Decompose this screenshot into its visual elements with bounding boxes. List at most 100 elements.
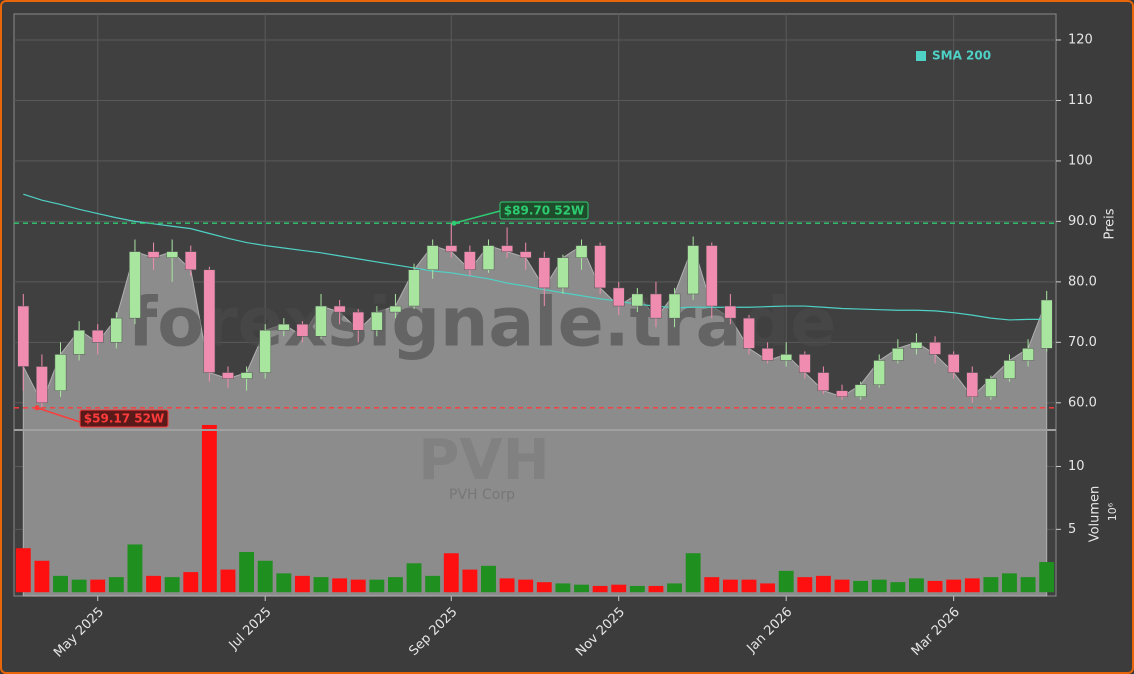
volume-bar	[146, 575, 161, 593]
volume-bar	[834, 579, 850, 593]
x-tick-label: Jul 2025	[226, 605, 275, 654]
volume-bar	[406, 563, 422, 593]
y-tick-label: 90.0	[1068, 214, 1097, 229]
candle-body	[687, 245, 699, 295]
volume-bar	[239, 551, 255, 593]
volume-bar	[722, 579, 738, 593]
x-tick-label: May 2025	[51, 605, 107, 661]
candle-body	[873, 360, 886, 385]
candle-body	[222, 372, 234, 379]
volume-tick-label: 5	[1068, 522, 1076, 537]
volume-bar	[909, 578, 924, 593]
candle-body	[426, 245, 439, 271]
volume-bar	[611, 584, 627, 593]
candle-body	[854, 384, 867, 397]
y-tick-label: 120	[1068, 33, 1093, 48]
volume-bar	[15, 548, 31, 593]
volume-bar	[127, 544, 143, 593]
candle-body	[259, 329, 272, 373]
volume-bar	[388, 577, 403, 593]
volume-bar	[685, 553, 701, 593]
y-tick-label: 60.0	[1068, 395, 1097, 410]
candle-body	[575, 245, 588, 258]
volume-bar	[90, 579, 106, 593]
volume-bar	[778, 570, 794, 593]
marks-layer: $89.70 52W $59.17 52W SMA 200	[14, 49, 1056, 593]
legend-swatch	[916, 51, 926, 61]
candle-body	[743, 317, 755, 349]
candle-body	[73, 329, 85, 355]
volume-bar	[164, 577, 180, 593]
low_52w-label: $59.17 52W	[84, 412, 164, 426]
candle-body	[817, 372, 830, 391]
volume-bar	[313, 577, 329, 593]
volume-bar	[555, 583, 571, 593]
volume-bar	[276, 573, 292, 593]
volume-bar	[257, 560, 273, 593]
volume-bar	[760, 583, 776, 593]
volume-bar	[369, 579, 385, 593]
volume-bar	[983, 577, 999, 593]
volume-bar	[890, 582, 906, 593]
candle-body	[1022, 348, 1034, 361]
volume-bar	[927, 580, 943, 593]
volume-bar	[1002, 573, 1017, 593]
candle-body	[650, 293, 662, 319]
volume-tick-label: 10	[1068, 459, 1085, 474]
volume-bar	[946, 579, 962, 593]
candle-body	[724, 305, 737, 319]
candle-body	[631, 293, 644, 307]
low_52w-arrow	[36, 407, 81, 423]
volume-bar	[220, 569, 236, 593]
volume-bar	[704, 577, 720, 593]
candle-body	[594, 245, 606, 289]
candle-body	[36, 366, 48, 404]
candle-body	[798, 354, 811, 373]
candle-body	[352, 311, 365, 331]
volume-bar	[1039, 562, 1055, 593]
volume-bar	[592, 585, 608, 593]
candle-body	[129, 251, 141, 319]
candle-body	[836, 390, 848, 397]
volume-bar	[443, 553, 459, 593]
candle-body	[947, 354, 960, 373]
candle-body	[371, 311, 383, 331]
volume-bar	[183, 572, 199, 593]
x-tick-label: Nov 2025	[573, 605, 628, 660]
x-tick-label: Sep 2025	[406, 605, 460, 659]
x-tick-label: Mar 2026	[909, 605, 963, 659]
y-tick-label: 110	[1068, 93, 1093, 108]
high_52w-label-box	[499, 201, 589, 220]
candle-body	[1040, 299, 1053, 349]
high_52w-arrow	[453, 210, 501, 224]
low_52w-label-box	[79, 409, 169, 428]
candle-body	[501, 245, 513, 252]
company-watermark: PVH Corp	[449, 487, 515, 503]
candle-body	[519, 251, 532, 258]
volume-bar	[518, 579, 534, 593]
y-tick-label: 70.0	[1068, 335, 1097, 350]
volume-bar	[648, 585, 664, 593]
candle-body	[147, 251, 160, 258]
candle-body	[464, 251, 476, 271]
candle-body	[985, 378, 997, 397]
volume-bar	[53, 575, 68, 593]
candle-body	[929, 342, 941, 355]
candle-body	[389, 305, 402, 313]
candle-body	[780, 354, 793, 361]
candle-body	[761, 348, 774, 361]
volume-bar	[481, 565, 496, 593]
candle-body	[315, 305, 327, 337]
legend-label: SMA 200	[932, 49, 991, 63]
candle-body	[110, 317, 123, 343]
candle-body	[91, 329, 104, 343]
high_52w-label: $89.70 52W	[504, 204, 584, 218]
volume-bar	[871, 579, 887, 593]
volume-bar	[108, 577, 124, 593]
candle-body	[612, 287, 625, 307]
candle-body	[705, 245, 718, 307]
volume-bar	[853, 580, 869, 593]
candle-body	[892, 348, 904, 361]
candle-body	[482, 245, 495, 271]
